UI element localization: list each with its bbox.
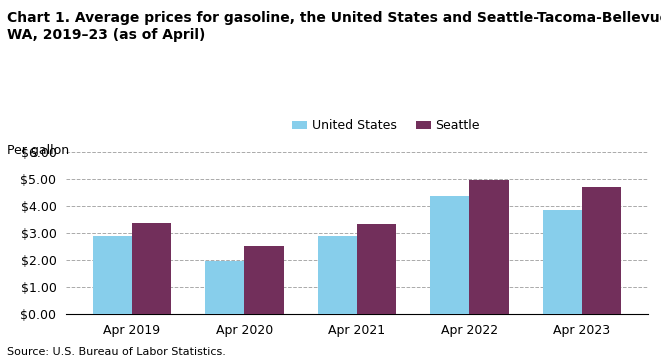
Bar [205,261,245,314]
Bar [469,179,509,314]
Bar [357,224,397,314]
Text: Chart 1. Average prices for gasoline, the United States and Seattle-Tacoma-Belle: Chart 1. Average prices for gasoline, th… [7,11,661,42]
Legend: United States, Seattle: United States, Seattle [292,119,480,132]
Bar [317,235,357,314]
Text: Per gallon: Per gallon [7,144,69,157]
Bar [430,196,469,314]
Text: Source: U.S. Bureau of Labor Statistics.: Source: U.S. Bureau of Labor Statistics. [7,347,225,357]
Bar [93,235,132,314]
Bar [245,246,284,314]
Bar [543,210,582,314]
Bar [132,223,171,314]
Bar [582,187,621,314]
